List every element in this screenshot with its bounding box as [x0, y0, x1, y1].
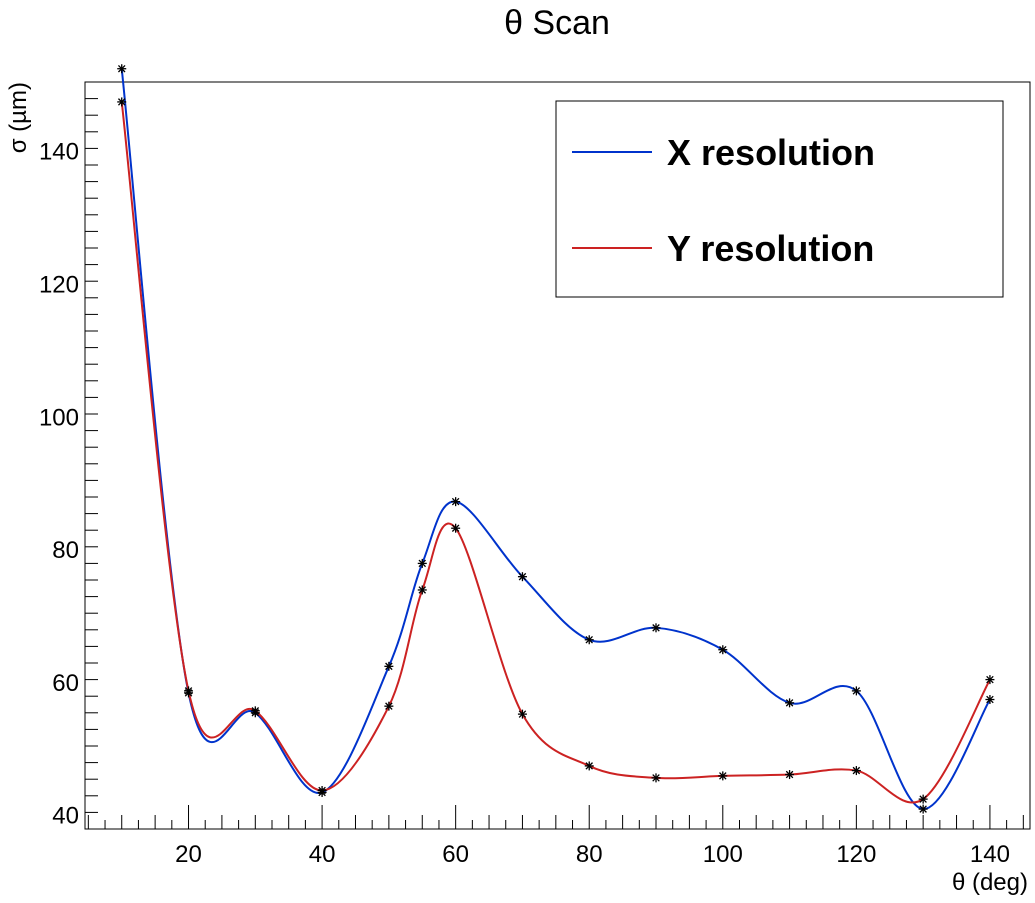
chart-title: θ Scan	[504, 4, 610, 42]
x-tick-label: 120	[836, 841, 876, 868]
x-tick-label: 20	[175, 841, 202, 868]
data-point-x-resolution	[584, 635, 594, 645]
y-tick-label: 100	[39, 404, 79, 431]
x-tick-label: 40	[309, 841, 336, 868]
data-point-x-resolution	[517, 572, 527, 582]
data-point-y-resolution	[451, 523, 461, 533]
data-point-y-resolution	[417, 585, 427, 595]
x-axis: 20 40 60 80 100 120 140	[87, 805, 1024, 868]
data-point-x-resolution	[117, 64, 127, 74]
data-point-x-resolution	[785, 698, 795, 708]
y-tick-label: 140	[39, 139, 79, 166]
data-point-x-resolution	[851, 686, 861, 696]
data-point-x-resolution	[651, 623, 661, 633]
data-point-y-resolution	[718, 771, 728, 781]
data-point-y-resolution	[184, 686, 194, 696]
data-point-y-resolution	[785, 770, 795, 780]
y-tick-label: 120	[39, 272, 79, 299]
data-point-x-resolution	[451, 497, 461, 507]
data-point-y-resolution	[117, 97, 127, 107]
plot-frame	[84, 81, 1031, 830]
data-point-y-resolution	[985, 675, 995, 685]
legend-label-y-resolution: Y resolution	[667, 228, 874, 269]
legend-label-x-resolution: X resolution	[667, 132, 875, 173]
data-point-x-resolution	[384, 661, 394, 671]
data-point-y-resolution	[384, 701, 394, 711]
data-point-y-resolution	[584, 761, 594, 771]
y-tick-label: 40	[52, 803, 79, 830]
data-point-x-resolution	[918, 804, 928, 814]
data-point-y-resolution	[851, 766, 861, 776]
x-axis-label: θ (deg)	[952, 869, 1028, 896]
x-tick-label: 140	[970, 841, 1010, 868]
x-tick-label: 100	[703, 841, 743, 868]
y-tick-label: 80	[52, 537, 79, 564]
y-axis-label: σ (µm)	[5, 82, 32, 153]
data-point-x-resolution	[985, 695, 995, 705]
legend: X resolution Y resolution	[555, 100, 1004, 298]
legend-box	[555, 100, 1004, 298]
x-tick-label: 60	[442, 841, 469, 868]
y-tick-label: 60	[52, 670, 79, 697]
data-point-x-resolution	[718, 645, 728, 655]
data-point-y-resolution	[918, 794, 928, 804]
data-point-y-resolution	[250, 706, 260, 716]
y-axis: 40 60 80 100 120 140	[39, 81, 98, 830]
x-tick-label: 80	[576, 841, 603, 868]
series-layer	[117, 64, 995, 814]
data-point-y-resolution	[651, 773, 661, 783]
data-point-x-resolution	[417, 558, 427, 568]
data-point-y-resolution	[317, 785, 327, 795]
data-point-y-resolution	[517, 709, 527, 719]
